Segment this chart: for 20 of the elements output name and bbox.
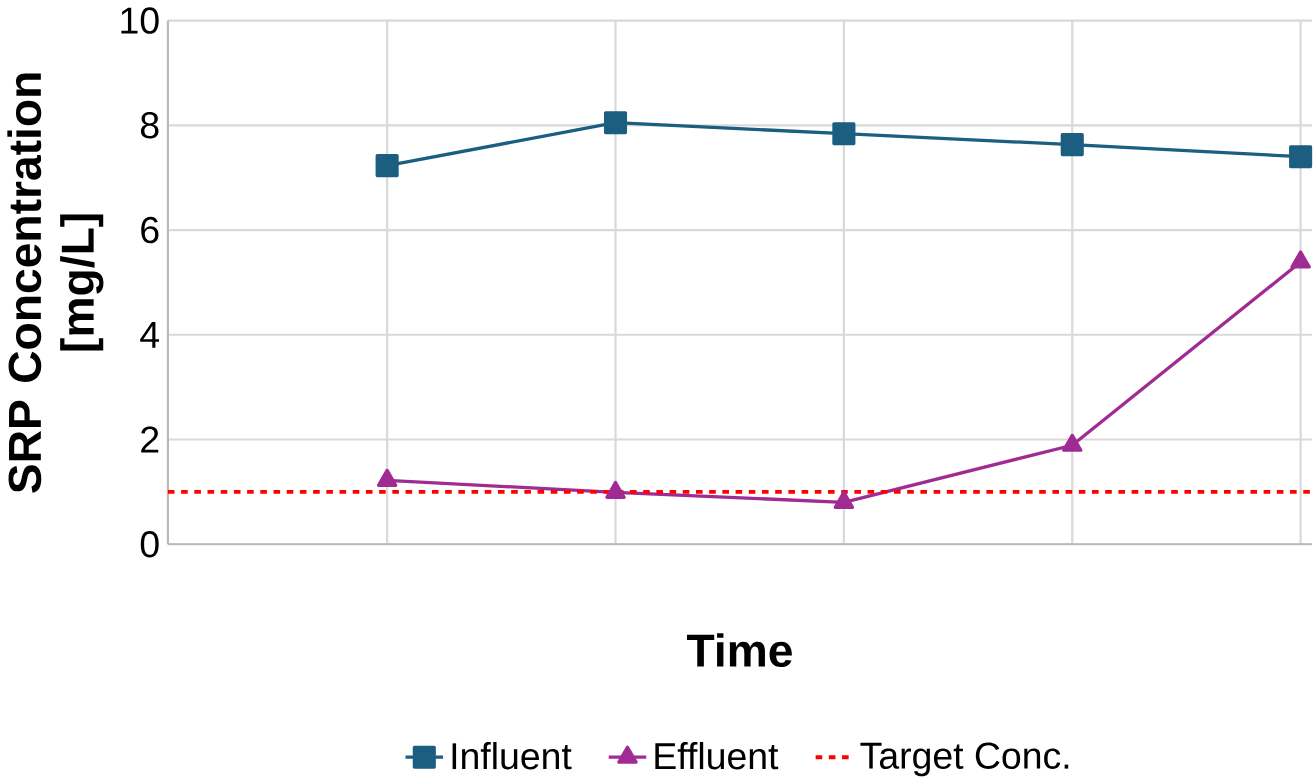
y-tick-label: 10 <box>121 7 159 34</box>
point <box>375 153 399 178</box>
legend-label: Effluent <box>655 741 779 770</box>
point <box>1290 250 1311 269</box>
y-tick-label: 8 <box>140 111 159 139</box>
point <box>605 480 626 499</box>
legend-label: Target Conc. <box>860 742 1069 777</box>
point <box>1062 433 1083 452</box>
point <box>833 490 855 509</box>
y-tick-label: 4 <box>140 321 160 348</box>
legend-label: Influent <box>452 741 572 770</box>
point <box>603 111 628 135</box>
point <box>1060 133 1084 157</box>
point <box>832 122 856 146</box>
y-axis-title: SRP Concentration [mg/L] <box>7 73 104 493</box>
y-tick-label: 0 <box>140 530 159 558</box>
y-tick-label: 6 <box>141 216 159 244</box>
point <box>376 468 398 487</box>
y-tick-label: 2 <box>141 426 159 453</box>
x-axis-title: Time <box>686 633 792 667</box>
